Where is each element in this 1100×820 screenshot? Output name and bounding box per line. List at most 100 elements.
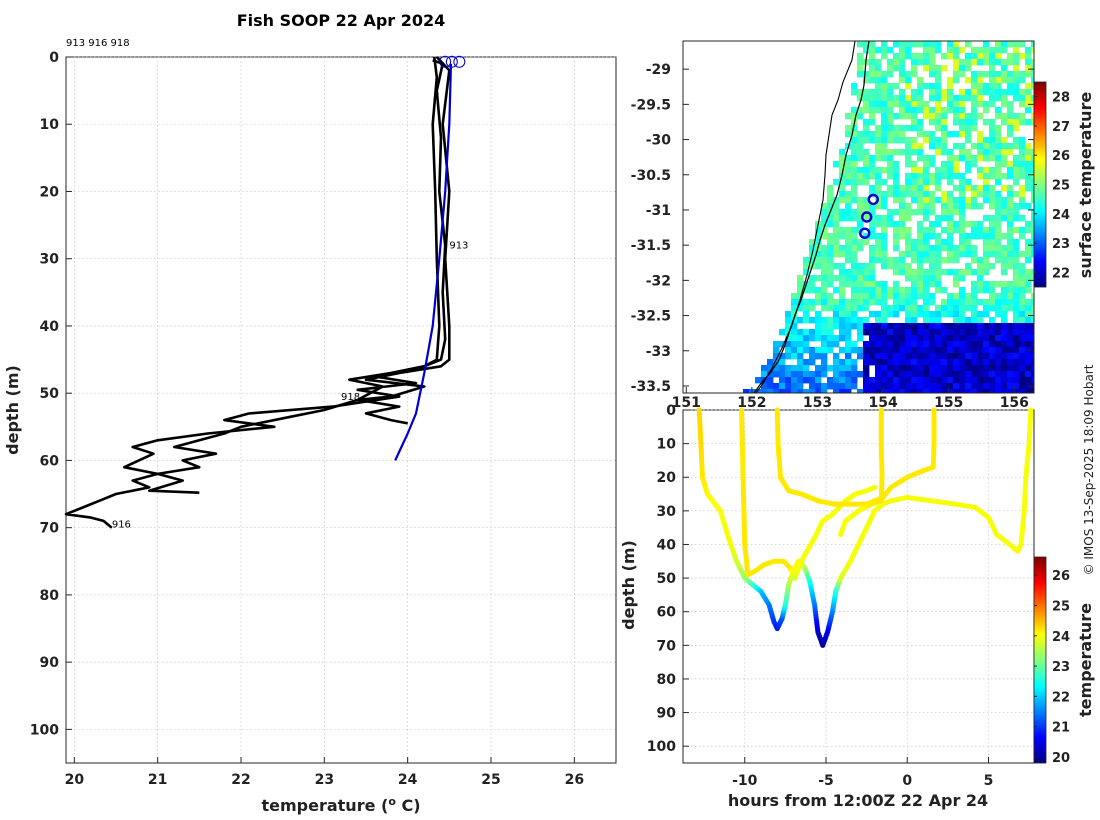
sst-cell: [1031, 311, 1034, 318]
sst-cell: [929, 71, 936, 78]
sst-cell: [1007, 119, 1014, 126]
sst-cell: [827, 257, 834, 264]
sst-cell: [875, 101, 882, 108]
sst-cell: [947, 311, 954, 318]
sst-cell: [935, 185, 942, 192]
sst-cell: [971, 233, 978, 240]
sst-cell: [881, 389, 888, 393]
sst-cell: [977, 257, 984, 264]
sst-cell: [935, 83, 942, 90]
sst-cell: [1007, 161, 1014, 168]
profile-plot-frame: [65, 56, 617, 764]
sst-cell: [1001, 89, 1008, 96]
sst-cell: [869, 353, 876, 360]
sst-colorbar-band: [1034, 130, 1046, 132]
sst-cell: [905, 155, 912, 162]
profile-annotation: 916: [112, 520, 131, 531]
sst-cell: [977, 167, 984, 174]
sst-colorbar-band: [1034, 135, 1046, 137]
sst-cell: [935, 233, 942, 240]
sst-cell: [971, 341, 978, 348]
sst-cell: [947, 167, 954, 174]
sst-cell: [827, 299, 834, 306]
sst-cell: [941, 167, 948, 174]
sst-cell: [947, 353, 954, 360]
sst-cell: [995, 191, 1002, 198]
sst-cell: [1007, 263, 1014, 270]
sst-cell: [923, 251, 930, 258]
sst-cell: [983, 83, 990, 90]
y-tick-label: 90: [40, 655, 60, 671]
sst-cell: [971, 197, 978, 204]
sst-cell: [995, 203, 1002, 210]
sst-cell: [989, 329, 996, 336]
sst-cell: [1025, 281, 1032, 288]
sst-cell: [761, 389, 768, 393]
sst-cell: [845, 251, 852, 258]
sst-cell: [899, 77, 906, 84]
sst-cell: [959, 389, 966, 393]
sst-cell: [827, 263, 834, 270]
temperature-colorbar-band: [1034, 582, 1046, 584]
sst-cell: [863, 119, 870, 126]
sst-cell: [863, 203, 870, 210]
temperature-colorbar-band: [1034, 595, 1046, 597]
sst-cell: [935, 65, 942, 72]
sst-colorbar-band: [1034, 90, 1046, 92]
temperature-colorbar-band: [1034, 650, 1046, 652]
temperature-colorbar-band: [1034, 685, 1046, 687]
sst-cell: [791, 299, 798, 306]
sst-cell: [887, 83, 894, 90]
sst-cell: [869, 227, 876, 234]
sst-cell: [869, 89, 876, 96]
temperature-colorbar-band: [1034, 581, 1046, 583]
sst-cell: [917, 239, 924, 246]
sst-cell: [959, 95, 966, 102]
temperature-colorbar-band: [1034, 745, 1046, 747]
y-tick-label: 40: [40, 319, 60, 335]
sst-cell: [971, 371, 978, 378]
sst-cell: [953, 299, 960, 306]
sst-cell: [881, 167, 888, 174]
sst-cell: [953, 389, 960, 393]
sst-cell: [983, 227, 990, 234]
temperature-colorbar-band: [1034, 644, 1046, 646]
sst-cell: [869, 251, 876, 258]
sst-cell: [815, 299, 822, 306]
sst-cell: [923, 323, 930, 330]
sst-cell: [863, 353, 870, 360]
sst-cell: [977, 59, 984, 66]
sst-colorbar-band: [1034, 207, 1046, 209]
sst-cell: [899, 365, 906, 372]
temperature-colorbar-band: [1034, 694, 1046, 696]
temperature-colorbar-band: [1034, 716, 1046, 718]
sst-colorbar-band: [1034, 245, 1046, 247]
sst-cell: [1019, 155, 1026, 162]
sst-cell: [851, 293, 858, 300]
sst-colorbar-band: [1034, 103, 1046, 105]
sst-cell: [875, 323, 882, 330]
temperature-colorbar-band: [1034, 672, 1046, 674]
sst-cell: [893, 221, 900, 228]
sst-cell: [1031, 161, 1034, 168]
sst-colorbar-band: [1034, 122, 1046, 124]
sst-cell: [929, 83, 936, 90]
sst-cell: [1031, 275, 1034, 282]
sst-cell: [1025, 149, 1032, 156]
sst-cell: [875, 233, 882, 240]
sst-cell: [953, 269, 960, 276]
sst-cell: [1013, 329, 1020, 336]
sst-cell: [845, 257, 852, 264]
sst-cell: [1019, 281, 1026, 288]
sst-colorbar-band: [1034, 106, 1046, 108]
sst-cell: [911, 41, 918, 48]
temperature-colorbar-band: [1034, 727, 1046, 729]
sst-cell: [875, 365, 882, 372]
sst-cell: [833, 263, 840, 270]
sst-cell: [893, 389, 900, 393]
sst-colorbar-band: [1034, 211, 1046, 213]
sst-cell: [899, 221, 906, 228]
sst-cell: [881, 353, 888, 360]
sst-cell: [887, 257, 894, 264]
sst-cell: [881, 233, 888, 240]
